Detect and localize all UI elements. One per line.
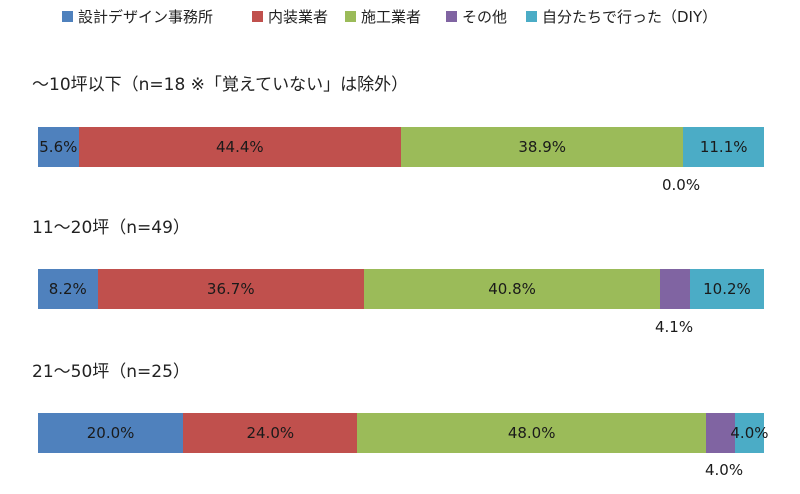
group-title: 21～50坪（n=25） <box>32 362 190 382</box>
stacked-bar: 5.6% 44.4% 38.9% 11.1% <box>38 127 764 167</box>
group-title: ～10坪以下（n=18 ※「覚えていない」は除外） <box>32 75 409 95</box>
legend-item: 自分たちで行った（DIY） <box>526 6 717 27</box>
data-label: 4.0% <box>730 424 769 442</box>
legend-swatch <box>252 11 263 22</box>
legend-item: 設計デザイン事務所 <box>62 6 213 27</box>
bar-segment: 44.4% <box>78 127 401 167</box>
legend-label: 施工業者 <box>361 8 422 26</box>
bar-segment: 40.8% <box>363 269 661 309</box>
data-label: 48.0% <box>507 424 556 442</box>
stacked-bar: 8.2% 36.7% 40.8% 10.2% <box>38 269 764 309</box>
legend-swatch <box>345 11 356 22</box>
bar-segment: 5.6% <box>38 127 79 167</box>
legend-swatch <box>62 11 73 22</box>
data-label: 44.4% <box>215 138 264 156</box>
legend-item: 施工業者 <box>345 6 421 27</box>
bar-segment: 4.0% <box>730 413 769 453</box>
data-label: 24.0% <box>246 424 295 442</box>
data-label: 36.7% <box>206 280 255 298</box>
data-label: 38.9% <box>518 138 567 156</box>
data-label: 10.2% <box>703 280 751 298</box>
bar-segment: 36.7% <box>97 269 364 309</box>
data-label: 5.6% <box>39 138 78 156</box>
legend-label: 内装業者 <box>268 8 329 26</box>
legend-label: 設計デザイン事務所 <box>78 8 214 26</box>
data-label-outside: 4.1% <box>655 318 694 336</box>
bar-segment: 48.0% <box>357 413 706 453</box>
bar-segment: 38.9% <box>400 127 684 167</box>
bar-segment: 24.0% <box>183 413 358 453</box>
bar-segment: 10.2% <box>689 269 764 309</box>
data-label: 8.2% <box>48 280 87 298</box>
legend: 設計デザイン事務所 内装業者 施工業者 その他 自分たちで行った（DIY） <box>0 6 800 32</box>
legend-label: 自分たちで行った（DIY） <box>542 8 718 26</box>
data-label: 40.8% <box>488 280 536 298</box>
bar-segment: 8.2% <box>38 269 98 309</box>
data-label: 20.0% <box>86 424 135 442</box>
data-label: 11.1% <box>699 138 748 156</box>
legend-swatch <box>446 11 457 22</box>
stacked-bar: 20.0% 24.0% 48.0% 4.0% <box>38 413 769 453</box>
legend-swatch <box>526 11 537 22</box>
bar-segment <box>660 269 690 309</box>
data-label-outside: 0.0% <box>662 176 701 194</box>
legend-item: 内装業者 <box>252 6 328 27</box>
group-title: 11～20坪（n=49） <box>32 218 190 238</box>
data-label-outside: 4.0% <box>705 461 744 479</box>
legend-label: その他 <box>462 8 508 26</box>
bar-segment: 11.1% <box>683 127 764 167</box>
bar-segment <box>705 413 735 453</box>
bar-segment: 20.0% <box>38 413 184 453</box>
legend-item: その他 <box>446 6 507 27</box>
